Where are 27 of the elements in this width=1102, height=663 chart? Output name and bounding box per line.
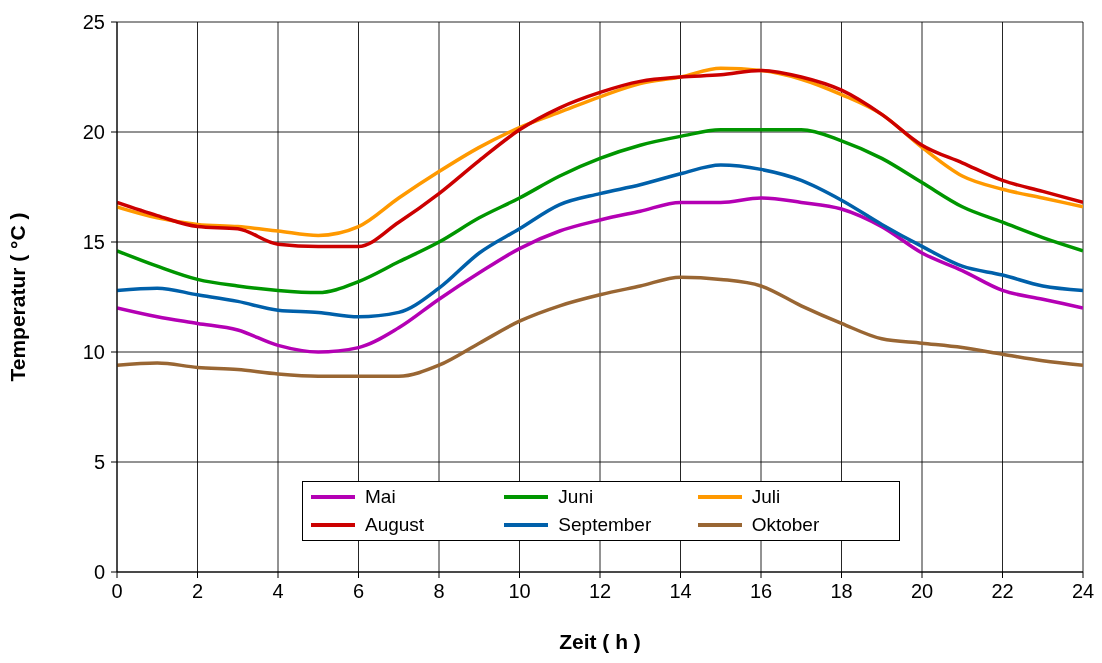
legend-label: Mai: [365, 486, 396, 508]
x-axis-title: Zeit ( h ): [559, 630, 641, 653]
legend-label: August: [365, 514, 425, 536]
x-tick-label: 16: [749, 580, 773, 603]
x-tick-label: 2: [191, 580, 204, 603]
x-tick-label: 0: [111, 580, 123, 603]
x-tick-label: 14: [669, 580, 692, 603]
x-tick-label: 8: [433, 580, 445, 603]
x-tick-label: 6: [352, 580, 365, 603]
legend-label: September: [558, 514, 652, 536]
y-tick-label: 20: [82, 121, 105, 144]
y-tick-label: 15: [82, 231, 105, 254]
x-tick-label: 18: [830, 580, 853, 603]
y-tick-label: 25: [82, 11, 105, 34]
legend-label: Juli: [751, 486, 781, 508]
x-tick-label: 12: [588, 580, 612, 603]
x-tick-label: 10: [508, 580, 531, 603]
legend-label: Juni: [558, 486, 594, 508]
x-tick-label: 4: [272, 580, 284, 603]
legend-label: Oktober: [751, 514, 820, 536]
x-tick-label: 20: [910, 580, 934, 603]
x-tick-label: 24: [1071, 580, 1095, 603]
x-tick-label: 22: [991, 580, 1014, 603]
y-tick-label: 5: [93, 451, 105, 474]
y-tick-label: 10: [82, 341, 105, 364]
y-axis-title: Temperatur ( °C ): [6, 212, 30, 382]
y-tick-label: 0: [93, 561, 105, 584]
